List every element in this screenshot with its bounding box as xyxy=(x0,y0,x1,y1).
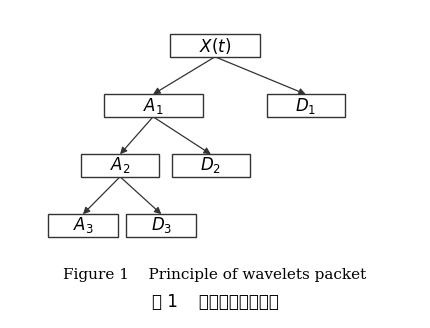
Text: $A_2$: $A_2$ xyxy=(110,155,130,175)
FancyBboxPatch shape xyxy=(169,34,261,57)
Text: Figure 1    Principle of wavelets packet: Figure 1 Principle of wavelets packet xyxy=(63,268,367,282)
FancyBboxPatch shape xyxy=(81,154,159,177)
Text: 图 1    小波包分解层次图: 图 1 小波包分解层次图 xyxy=(151,293,279,311)
Text: $X(t)$: $X(t)$ xyxy=(199,35,231,55)
Text: $A_3$: $A_3$ xyxy=(73,215,93,236)
FancyBboxPatch shape xyxy=(48,214,118,237)
FancyBboxPatch shape xyxy=(267,94,345,117)
Text: $A_1$: $A_1$ xyxy=(143,95,163,115)
FancyBboxPatch shape xyxy=(126,214,197,237)
Text: $D_1$: $D_1$ xyxy=(295,95,316,115)
Text: $D_3$: $D_3$ xyxy=(150,215,172,236)
FancyBboxPatch shape xyxy=(172,154,250,177)
Text: $D_2$: $D_2$ xyxy=(200,155,221,175)
FancyBboxPatch shape xyxy=(104,94,203,117)
